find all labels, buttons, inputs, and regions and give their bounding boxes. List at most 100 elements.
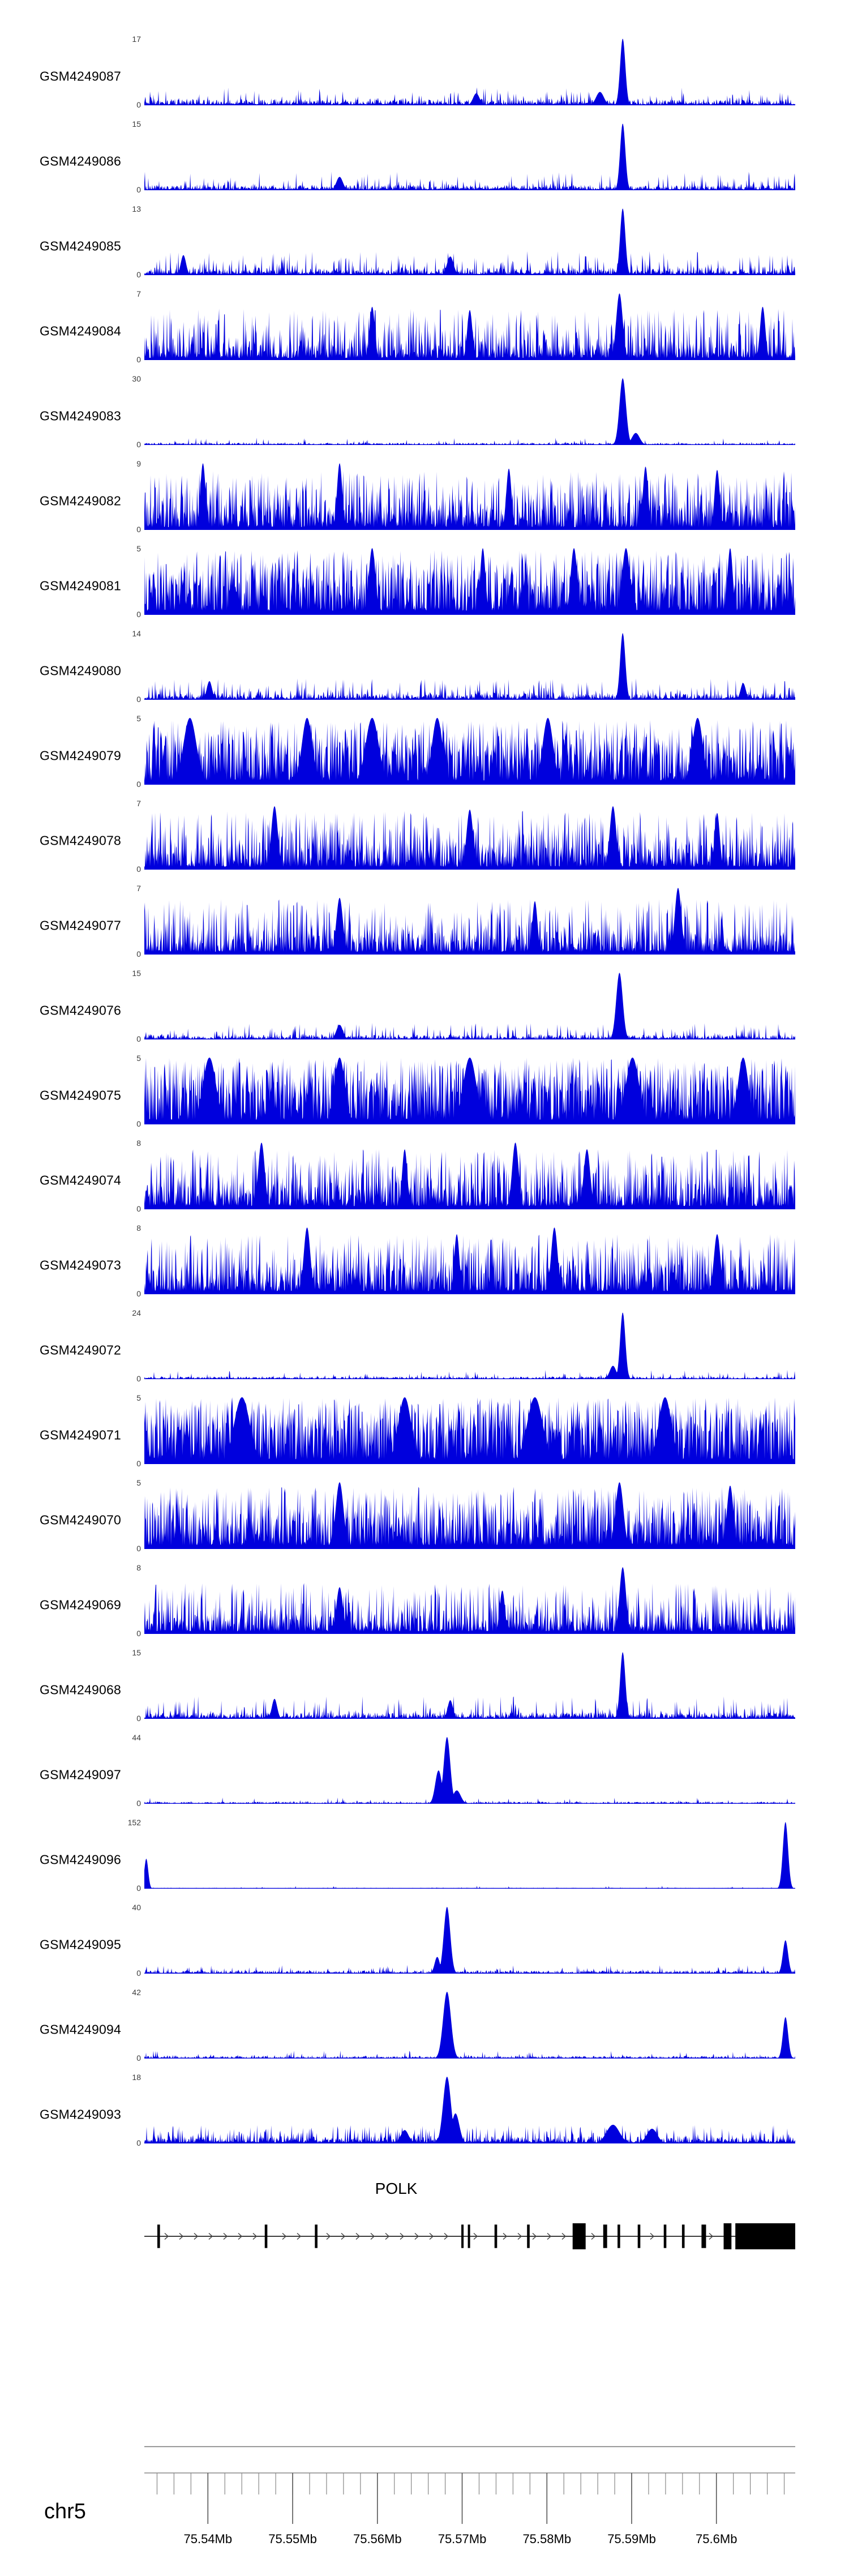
strand-arrow-icon (164, 2232, 169, 2240)
signal-baseline (144, 614, 795, 615)
exon-box (681, 2224, 685, 2248)
signal-track-row: GSM4249075 5 0 (0, 1053, 849, 1138)
signal-tracks: GSM4249087 17 0 GSM4249086 15 0 GSM42490… (0, 35, 849, 2147)
signal-area (144, 973, 795, 1039)
strand-arrow-icon (429, 2232, 434, 2240)
coverage-signal (144, 463, 795, 530)
y-axis-zero-label: 0 (136, 865, 141, 874)
strand-arrow-icon (341, 2232, 346, 2240)
signal-track-row: GSM4249078 7 0 (0, 798, 849, 883)
chromosome-label: chr5 (44, 2500, 86, 2523)
track-plot-area: 42 0 (132, 1988, 795, 2062)
axis-tick-label: 75.59Mb (607, 2532, 656, 2546)
strand-arrow-icon (473, 2232, 478, 2240)
strand-arrow-icon (414, 2232, 419, 2240)
y-axis-zero-label: 0 (136, 949, 141, 958)
y-axis-zero-label: 0 (136, 100, 141, 109)
y-axis-max-label: 18 (132, 2073, 141, 2082)
signal-track-row: GSM4249094 42 0 (0, 1987, 849, 2072)
track-sample-label: GSM4249085 (40, 238, 121, 254)
coverage-signal (144, 2077, 795, 2143)
y-axis-max-label: 7 (136, 289, 141, 298)
exon-box (461, 2224, 464, 2248)
track-plot-area: 5 0 (136, 1394, 795, 1467)
track-sample-label: GSM4249086 (40, 153, 121, 169)
y-axis-zero-label: 0 (136, 525, 141, 534)
signal-baseline (144, 1888, 795, 1889)
strand-arrow-icon (370, 2232, 375, 2240)
signal-area (144, 1482, 795, 1549)
y-axis-max-label: 7 (136, 884, 141, 893)
y-axis-zero-label: 0 (136, 1374, 141, 1383)
track-sample-label: GSM4249076 (40, 1003, 121, 1018)
signal-track-row: GSM4249082 9 0 (0, 459, 849, 544)
track-sample-label: GSM4249080 (40, 663, 121, 678)
signal-area (144, 2077, 795, 2143)
axis-tick-label: 75.58Mb (522, 2532, 571, 2546)
signal-area (144, 1822, 795, 1889)
coverage-signal (144, 1397, 795, 1464)
y-axis-zero-label: 0 (136, 610, 141, 619)
strand-arrow-icon (179, 2232, 184, 2240)
exon-box (468, 2224, 470, 2248)
strand-arrow-icon (400, 2232, 405, 2240)
y-axis-max-label: 8 (136, 1223, 141, 1233)
signal-area (144, 633, 795, 700)
signal-baseline (144, 699, 795, 700)
y-axis-zero-label: 0 (136, 1799, 141, 1808)
signal-track-row: GSM4249096 152 0 (0, 1817, 849, 1902)
signal-track-row: GSM4249072 24 0 (0, 1308, 849, 1393)
signal-area (144, 806, 795, 870)
signal-area (144, 1737, 795, 1804)
y-axis-max-label: 15 (132, 1648, 141, 1657)
track-plot-area: 15 0 (132, 1649, 795, 1722)
genome-axis-track: chr5 75.54Mb 75.55Mb 75.56Mb 75.57Mb 75.58Mb… (0, 2446, 849, 2559)
y-axis-zero-label: 0 (136, 1204, 141, 1213)
signal-area (144, 293, 795, 360)
y-axis-zero-label: 0 (136, 780, 141, 789)
signal-track-row: GSM4249070 5 0 (0, 1478, 849, 1563)
signal-track-row: GSM4249069 8 0 (0, 1563, 849, 1648)
signal-area (144, 1992, 795, 2059)
strand-arrow-icon (223, 2232, 228, 2240)
y-axis-zero-label: 0 (136, 1714, 141, 1723)
y-axis-zero-label: 0 (136, 695, 141, 704)
track-sample-label: GSM4249087 (40, 69, 121, 84)
signal-baseline (144, 784, 795, 785)
y-axis-max-label: 13 (132, 204, 141, 213)
track-sample-label: GSM4249083 (40, 408, 121, 423)
coverage-signal (144, 1822, 795, 1889)
strand-arrow-icon (709, 2232, 714, 2240)
axis-tick-label: 75.55Mb (268, 2532, 317, 2546)
signal-baseline (144, 1972, 795, 1974)
signal-track-row: GSM4249084 7 0 (0, 289, 849, 374)
track-sample-label: GSM4249077 (40, 918, 121, 933)
coverage-signal (144, 1992, 795, 2059)
track-plot-area: 40 0 (132, 1903, 795, 1977)
y-axis-max-label: 5 (136, 544, 141, 553)
y-axis-zero-label: 0 (136, 440, 141, 449)
y-axis-max-label: 30 (132, 374, 141, 383)
exon-box (157, 2224, 160, 2248)
signal-area (144, 888, 795, 955)
axis-tick-label: 75.54Mb (183, 2532, 232, 2546)
exon-box (264, 2224, 268, 2248)
track-plot-area: 7 0 (136, 799, 795, 873)
exon-box (494, 2224, 498, 2248)
strand-arrow-icon (650, 2232, 655, 2240)
coverage-signal (144, 1058, 795, 1124)
y-axis-zero-label: 0 (136, 1969, 141, 1978)
signal-area (144, 548, 795, 615)
exon-box (663, 2224, 667, 2248)
coverage-signal (144, 208, 795, 275)
y-axis-max-label: 9 (136, 459, 141, 468)
track-sample-label: GSM4249084 (40, 323, 121, 339)
signal-baseline (144, 868, 795, 870)
track-sample-label: GSM4249073 (40, 1257, 121, 1273)
signal-track-row: GSM4249095 40 0 (0, 1902, 849, 1987)
exon-box (637, 2224, 641, 2248)
track-sample-label: GSM4249074 (40, 1173, 121, 1188)
strand-arrow-icon (297, 2232, 302, 2240)
track-sample-label: GSM4249078 (40, 833, 121, 848)
